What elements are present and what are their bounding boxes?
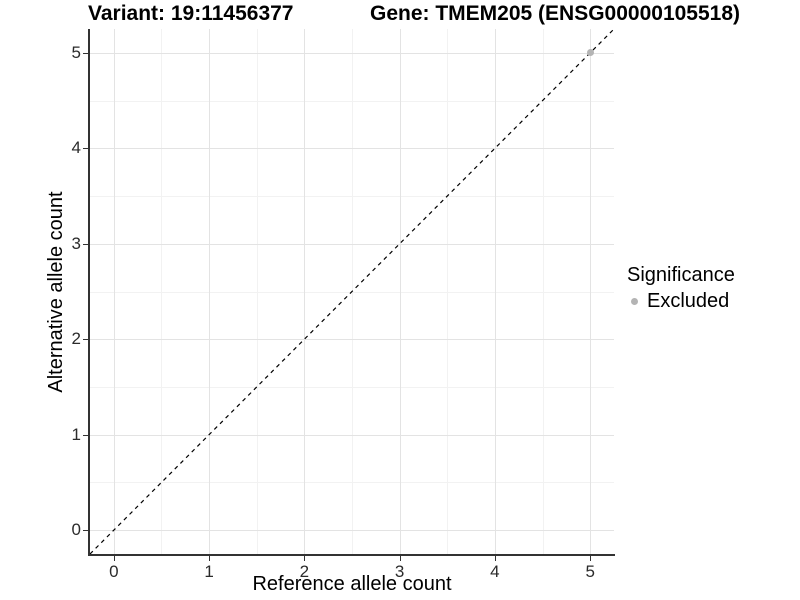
x-axis-line xyxy=(88,554,615,556)
grid-major-horizontal xyxy=(90,243,614,245)
y-tick-mark xyxy=(83,434,88,436)
plot-title-gene: Gene: TMEM205 (ENSG00000105518) xyxy=(370,2,741,25)
x-tick-label: 1 xyxy=(204,562,214,581)
x-tick-mark xyxy=(590,556,592,561)
y-tick-mark xyxy=(83,530,88,532)
plot-panel xyxy=(90,29,614,554)
grid-major-vertical xyxy=(304,29,306,554)
x-tick-mark xyxy=(113,556,115,561)
x-tick-label: 0 xyxy=(109,562,119,581)
grid-minor-horizontal xyxy=(90,196,614,198)
grid-major-horizontal xyxy=(90,52,614,54)
grid-major-horizontal xyxy=(90,339,614,341)
x-tick-mark xyxy=(209,556,211,561)
x-tick-label: 3 xyxy=(394,562,405,581)
grid-major-vertical xyxy=(399,29,401,554)
y-tick-label: 1 xyxy=(71,424,81,444)
y-tick-mark xyxy=(83,52,88,54)
legend-key-dot xyxy=(631,298,638,305)
y-tick-label: 5 xyxy=(71,42,81,62)
x-axis-title: Reference allele count xyxy=(252,573,452,595)
grid-major-vertical xyxy=(494,29,496,554)
grid-major-horizontal xyxy=(90,434,614,436)
y-tick-label: 4 xyxy=(71,138,81,158)
grid-minor-vertical xyxy=(542,29,544,554)
x-tick-label: 5 xyxy=(585,562,595,581)
grid-minor-vertical xyxy=(447,29,449,554)
legend: Significance Excluded xyxy=(627,264,735,313)
x-tick-label: 2 xyxy=(299,562,310,581)
y-tick-label: 3 xyxy=(71,233,81,253)
legend-title: Significance xyxy=(627,264,735,286)
legend-item-label: Excluded xyxy=(647,290,730,312)
y-tick-mark xyxy=(83,148,88,150)
identity-line xyxy=(90,29,614,554)
y-axis-line xyxy=(88,29,90,556)
x-tick-label: 4 xyxy=(490,562,500,581)
grid-major-horizontal xyxy=(90,530,614,532)
grid-major-vertical xyxy=(209,29,211,554)
grid-major-horizontal xyxy=(90,148,614,150)
y-tick-mark xyxy=(83,339,88,341)
x-tick-mark xyxy=(304,556,306,561)
x-tick-mark xyxy=(399,556,401,561)
y-tick-label: 2 xyxy=(71,329,81,349)
grid-major-vertical xyxy=(590,29,592,554)
legend-item-excluded: Excluded xyxy=(627,290,735,313)
plot-title-variant: Variant: 19:11456377 xyxy=(88,2,294,25)
grid-minor-horizontal xyxy=(90,100,614,102)
y-axis-title: Alternative allele count xyxy=(45,191,67,393)
grid-major-vertical xyxy=(113,29,115,554)
x-tick-mark xyxy=(494,556,496,561)
y-tick-label: 0 xyxy=(71,520,81,540)
data-point xyxy=(586,49,594,57)
y-tick-mark xyxy=(83,243,88,245)
